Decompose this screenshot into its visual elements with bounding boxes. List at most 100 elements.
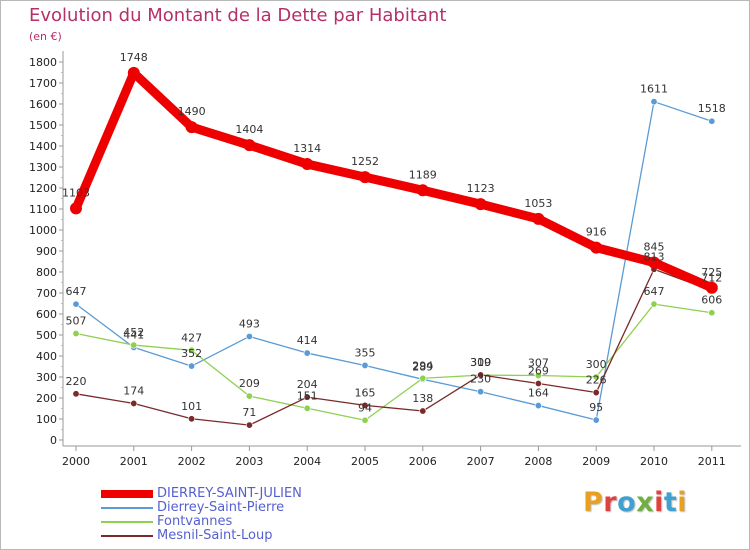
data-point-fontvannes — [303, 404, 311, 412]
data-label-dierrey-saint-pierre: 414 — [297, 334, 318, 347]
legend-item-dierrey-saint-julien: DIERREY-SAINT-JULIEN — [101, 487, 361, 501]
data-label-dierrey-saint-pierre: 352 — [181, 347, 202, 360]
y-tick-label: 300 — [36, 371, 57, 384]
series-line-dierrey-saint-julien — [71, 68, 717, 293]
proxiti-logo: Proxiti — [583, 487, 687, 518]
data-label-dierrey-saint-pierre: 164 — [528, 387, 549, 400]
data-point-dierrey-saint-julien — [474, 198, 487, 211]
data-label-dierrey-saint-pierre: 230 — [470, 373, 491, 386]
logo-letter: r — [603, 487, 618, 518]
data-point-fontvannes — [130, 341, 138, 349]
data-label-mesnil-saint-loup: 71 — [242, 406, 256, 419]
data-label-mesnil-saint-loup: 174 — [123, 384, 144, 397]
data-point-fontvannes — [419, 374, 427, 382]
data-point-dierrey-saint-julien — [301, 158, 314, 171]
data-point-dierrey-saint-pierre — [534, 402, 542, 410]
legend-swatch-dierrey-saint-pierre — [101, 507, 153, 509]
legend-label-mesnil-saint-loup: Mesnil-Saint-Loup — [157, 528, 273, 543]
data-label-dierrey-saint-julien: 1189 — [409, 168, 437, 181]
data-point-fontvannes — [361, 416, 369, 424]
logo-letter: o — [617, 487, 637, 518]
data-label-mesnil-saint-loup: 226 — [586, 374, 607, 387]
data-point-dierrey-saint-julien — [359, 171, 371, 184]
data-label-dierrey-saint-julien: 725 — [701, 266, 722, 279]
x-tick-label: 2005 — [351, 455, 379, 468]
data-point-mesnil-saint-loup — [419, 407, 427, 415]
data-label-mesnil-saint-loup: 269 — [528, 365, 549, 378]
logo-letter: i — [677, 487, 688, 518]
data-point-dierrey-saint-pierre — [72, 300, 80, 308]
data-label-mesnil-saint-loup: 165 — [355, 386, 376, 399]
data-label-dierrey-saint-pierre: 493 — [239, 317, 260, 330]
data-point-dierrey-saint-pierre — [708, 117, 716, 125]
data-label-fontvannes: 452 — [123, 326, 144, 339]
x-tick-label: 2001 — [120, 455, 148, 468]
y-tick-label: 700 — [36, 287, 57, 300]
data-label-fontvannes: 309 — [470, 356, 491, 369]
data-label-mesnil-saint-loup: 220 — [66, 375, 87, 388]
data-label-dierrey-saint-pierre: 95 — [589, 401, 603, 414]
x-tick-label: 2000 — [62, 455, 90, 468]
data-label-fontvannes: 647 — [644, 285, 665, 298]
data-label-mesnil-saint-loup: 712 — [701, 271, 722, 284]
data-label-fontvannes: 606 — [701, 294, 722, 307]
data-label-fontvannes: 209 — [239, 377, 260, 390]
data-label-dierrey-saint-julien: 845 — [644, 241, 665, 254]
data-point-dierrey-saint-julien — [648, 256, 660, 269]
data-label-fontvannes: 300 — [586, 358, 607, 371]
data-point-dierrey-saint-julien — [416, 184, 429, 197]
y-tick-label: 500 — [36, 329, 57, 342]
data-label-fontvannes: 151 — [297, 389, 318, 402]
data-label-mesnil-saint-loup: 138 — [412, 392, 433, 405]
data-point-mesnil-saint-loup — [477, 371, 485, 379]
data-point-fontvannes — [188, 346, 196, 354]
data-point-dierrey-saint-pierre — [245, 332, 253, 340]
legend-swatch-dierrey-saint-julien — [101, 490, 153, 498]
legend-item-dierrey-saint-pierre: Dierrey-Saint-Pierre — [101, 501, 361, 515]
data-label-fontvannes: 307 — [528, 357, 549, 370]
y-tick-label: 1800 — [29, 56, 57, 69]
data-point-dierrey-saint-pierre — [477, 388, 485, 396]
data-label-dierrey-saint-julien: 1123 — [467, 182, 495, 195]
legend-item-fontvannes: Fontvannes — [101, 515, 361, 529]
data-label-dierrey-saint-julien: 1314 — [293, 142, 321, 155]
data-label-dierrey-saint-julien: 1103 — [62, 186, 90, 199]
data-point-dierrey-saint-julien — [532, 212, 545, 225]
y-tick-label: 1400 — [29, 140, 57, 153]
x-tick-label: 2007 — [467, 455, 495, 468]
y-tick-label: 200 — [36, 392, 57, 405]
data-point-mesnil-saint-loup — [72, 390, 80, 398]
data-point-mesnil-saint-loup — [361, 401, 369, 409]
data-label-dierrey-saint-pierre: 1518 — [698, 102, 726, 115]
y-tick-label: 1700 — [29, 77, 57, 90]
data-point-mesnil-saint-loup — [303, 393, 311, 401]
data-point-mesnil-saint-loup — [592, 389, 600, 397]
data-point-fontvannes — [534, 372, 542, 380]
chart-subtitle: (en €) — [29, 30, 62, 43]
data-label-fontvannes: 427 — [181, 331, 202, 344]
data-point-mesnil-saint-loup — [188, 415, 196, 423]
data-label-mesnil-saint-loup: 204 — [297, 378, 318, 391]
data-point-dierrey-saint-julien — [590, 241, 603, 254]
data-point-dierrey-saint-pierre — [303, 349, 311, 357]
y-tick-label: 1000 — [29, 224, 57, 237]
y-tick-label: 1200 — [29, 182, 57, 195]
data-label-dierrey-saint-pierre: 355 — [355, 346, 376, 359]
data-point-dierrey-saint-pierre — [592, 416, 600, 424]
chart-legend: DIERREY-SAINT-JULIEN Dierrey-Saint-Pierr… — [101, 487, 361, 543]
data-label-dierrey-saint-pierre: 441 — [123, 328, 144, 341]
data-point-dierrey-saint-julien — [70, 202, 82, 215]
x-tick-label: 2006 — [409, 455, 437, 468]
legend-label-dierrey-saint-pierre: Dierrey-Saint-Pierre — [157, 500, 285, 515]
y-tick-label: 1300 — [29, 161, 57, 174]
data-label-dierrey-saint-julien: 1252 — [351, 155, 379, 168]
data-label-dierrey-saint-pierre: 1611 — [640, 83, 668, 96]
data-label-dierrey-saint-julien: 1490 — [178, 105, 206, 118]
series-line-fontvannes — [75, 303, 713, 421]
data-point-dierrey-saint-julien — [185, 121, 198, 134]
data-label-dierrey-saint-julien: 1053 — [524, 197, 552, 210]
x-tick-label: 2009 — [582, 455, 610, 468]
x-tick-label: 2003 — [235, 455, 263, 468]
